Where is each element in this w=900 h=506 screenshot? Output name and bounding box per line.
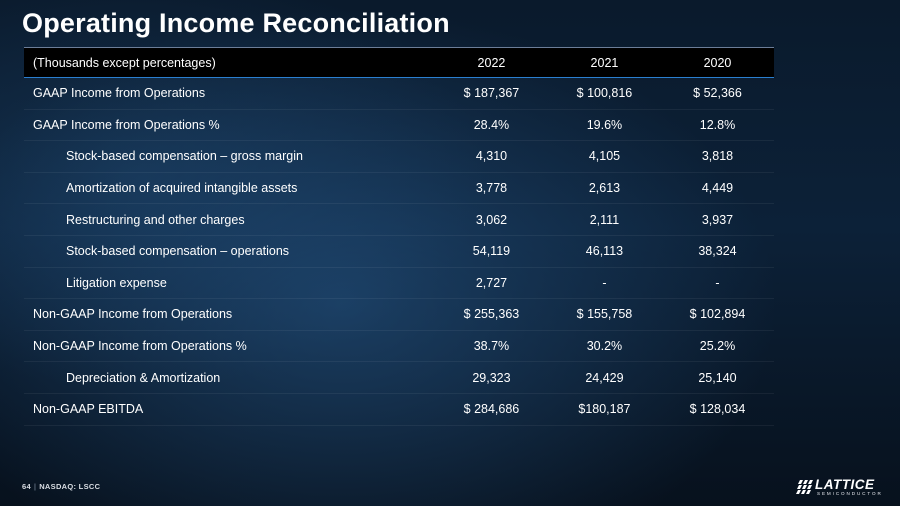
row-value-2022: $ 255,363 [434, 298, 548, 331]
row-value-2021: - [547, 267, 661, 300]
table-row: GAAP Income from Operations % 28.4% 19.6% 1… [24, 109, 774, 142]
row-label: GAAP Income from Operations [24, 77, 435, 110]
ticker: NASDAQ: LSCC [39, 482, 101, 491]
row-value-2021: 24,429 [547, 361, 661, 394]
row-label: Non-GAAP Income from Operations [24, 298, 435, 331]
row-value-2020: 3,937 [660, 203, 774, 236]
reconciliation-table: (Thousands except percentages) 2022 2021… [24, 47, 774, 426]
row-label: Amortization of acquired intangible asse… [24, 172, 435, 205]
row-label: Restructuring and other charges [24, 203, 435, 236]
header-year-2022: 2022 [434, 47, 548, 78]
table-row: GAAP Income from Operations $ 187,367 $ 10… [24, 77, 774, 110]
footer-separator: | [33, 482, 37, 491]
row-value-2022: 3,778 [434, 172, 548, 205]
row-value-2021: $ 100,816 [547, 77, 661, 110]
lattice-grid-icon [796, 480, 813, 494]
row-value-2021: $ 155,758 [547, 298, 661, 331]
row-label: Non-GAAP EBITDA [24, 393, 435, 426]
logo-wordmark: LATTICE [815, 477, 875, 492]
table-row: Litigation expense 2,727- - [24, 267, 774, 300]
logo-subtitle: SEMICONDUCTOR [817, 491, 883, 496]
footer: 64 | NASDAQ: LSCC [22, 482, 100, 491]
row-value-2020: 25.2% [660, 330, 774, 363]
table-row: Non-GAAP EBITDA $ 284,686 $180,187 $ 128,03… [24, 393, 774, 426]
row-value-2021: 46,113 [547, 235, 661, 268]
table-row: Stock-based compensation – operations 54,… [24, 235, 774, 268]
slide-title: Operating Income Reconciliation [22, 8, 450, 38]
row-value-2021: 2,111 [547, 203, 661, 236]
table-row: Depreciation & Amortization 29,323 24,429 2… [24, 361, 774, 394]
row-value-2020: $ 52,366 [660, 77, 774, 110]
header-label: (Thousands except percentages) [24, 47, 435, 78]
row-value-2022: 2,727 [434, 267, 548, 300]
table-row: Non-GAAP Income from Operations % 38.7% 30… [24, 330, 774, 363]
row-value-2020: 38,324 [660, 235, 774, 268]
row-label: Stock-based compensation – gross margin [24, 140, 435, 173]
row-label: Non-GAAP Income from Operations % [24, 330, 435, 363]
row-value-2021: 4,105 [547, 140, 661, 173]
table-row: Amortization of acquired intangible asse… [24, 172, 774, 205]
row-value-2020: 4,449 [660, 172, 774, 205]
table-body: GAAP Income from Operations $ 187,367 $ 10… [24, 77, 774, 426]
page-number: 64 [22, 482, 31, 491]
lattice-logo: LATTICE SEMICONDUCTOR [796, 477, 892, 498]
row-label: GAAP Income from Operations % [24, 109, 435, 142]
table-row: Non-GAAP Income from Operations $ 255,363… [24, 298, 774, 331]
row-value-2021: 30.2% [547, 330, 661, 363]
row-value-2022: 54,119 [434, 235, 548, 268]
row-value-2022: 4,310 [434, 140, 548, 173]
row-label: Litigation expense [24, 267, 435, 300]
table-row: Restructuring and other charges 3,062 2,11… [24, 203, 774, 236]
row-value-2022: $ 187,367 [434, 77, 548, 110]
row-value-2020: 25,140 [660, 361, 774, 394]
header-year-2021: 2021 [547, 47, 661, 78]
header-year-2020: 2020 [660, 47, 774, 78]
row-value-2021: $180,187 [547, 393, 661, 426]
row-value-2022: 29,323 [434, 361, 548, 394]
row-value-2020: $ 102,894 [660, 298, 774, 331]
row-value-2021: 19.6% [547, 109, 661, 142]
row-value-2021: 2,613 [547, 172, 661, 205]
row-value-2020: $ 128,034 [660, 393, 774, 426]
row-value-2022: 28.4% [434, 109, 548, 142]
row-value-2020: 12.8% [660, 109, 774, 142]
row-label: Depreciation & Amortization [24, 361, 435, 394]
row-value-2020: 3,818 [660, 140, 774, 173]
table-row: Stock-based compensation – gross margin 4… [24, 140, 774, 173]
row-label: Stock-based compensation – operations [24, 235, 435, 268]
row-value-2022: 3,062 [434, 203, 548, 236]
row-value-2022: 38.7% [434, 330, 548, 363]
row-value-2022: $ 284,686 [434, 393, 548, 426]
table-header-row: (Thousands except percentages) 2022 2021… [24, 47, 774, 78]
row-value-2020: - [660, 267, 774, 300]
